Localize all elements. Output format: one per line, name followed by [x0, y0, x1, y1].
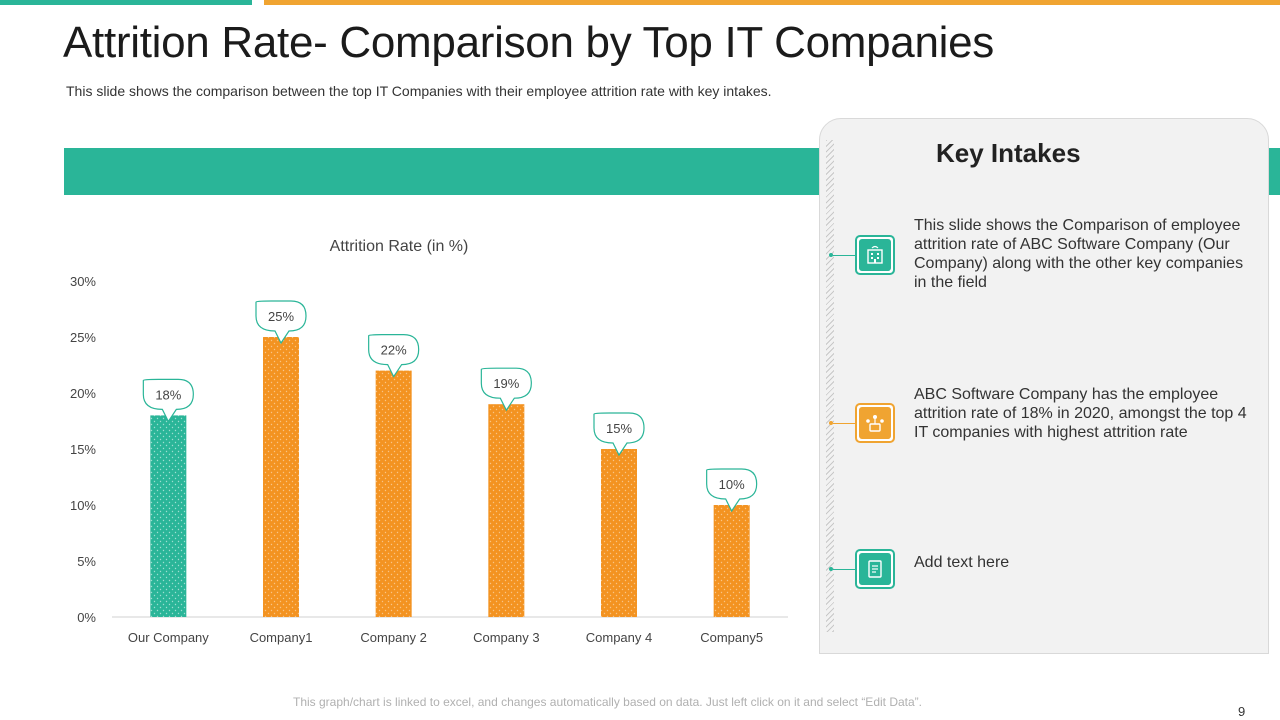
data-label-bubble — [480, 367, 532, 412]
data-label: 10% — [719, 477, 745, 492]
bar[interactable] — [150, 415, 187, 617]
slide-title: Attrition Rate- Comparison by Top IT Com… — [63, 18, 994, 67]
y-tick-label: 15% — [70, 442, 96, 457]
data-label: 15% — [606, 421, 632, 436]
key-intakes-title: Key Intakes — [936, 138, 1081, 168]
data-label: 18% — [155, 387, 181, 402]
x-tick-label: Company 2 — [360, 630, 426, 645]
connector-dot — [829, 421, 833, 425]
data-label-bubble — [593, 412, 645, 457]
page-number: 9 — [1238, 704, 1246, 719]
data-label: 25% — [268, 309, 294, 324]
team-network-icon — [855, 403, 895, 443]
connector-line — [833, 423, 855, 424]
connector-dot — [829, 253, 833, 257]
panel-hatch-divider — [826, 140, 834, 632]
data-label-bubble — [142, 378, 194, 423]
document-icon — [855, 549, 895, 589]
x-tick-label: Company 4 — [586, 630, 652, 645]
top-accent-bar-teal — [0, 0, 252, 5]
bar[interactable] — [263, 337, 299, 617]
data-label-bubble — [368, 334, 420, 378]
bar[interactable] — [488, 404, 525, 617]
y-tick-label: 0% — [77, 610, 96, 625]
y-tick-label: 30% — [70, 274, 96, 289]
slide-subtitle: This slide shows the comparison between … — [66, 83, 772, 99]
intake-item-text: Add text here — [914, 554, 1010, 571]
top-accent-bar-orange — [264, 0, 1280, 5]
y-tick-label: 5% — [77, 554, 96, 569]
y-tick-label: 10% — [70, 498, 96, 513]
x-tick-label: Company 3 — [473, 630, 539, 645]
data-label: 22% — [381, 343, 407, 358]
footer-note: This graph/chart is linked to excel, and… — [293, 695, 922, 709]
x-tick-label: Company1 — [250, 630, 313, 645]
y-tick-label: 20% — [70, 386, 96, 401]
data-label-bubble — [706, 468, 758, 513]
connector-dot — [829, 567, 833, 571]
bar[interactable] — [713, 505, 750, 617]
x-tick-label: Our Company — [128, 630, 209, 645]
attrition-bar-chart[interactable]: Attrition Rate (in %) 0% 5% 10% 15% 20% 25% 30… — [60, 225, 810, 665]
bar[interactable] — [375, 370, 412, 617]
data-label-bubble — [255, 300, 307, 345]
data-label: 19% — [493, 376, 519, 391]
office-building-icon — [855, 235, 895, 275]
connector-line — [833, 255, 855, 256]
chart-title: Attrition Rate (in %) — [330, 238, 469, 255]
intake-item-text: This slide shows the Comparison of emplo… — [914, 217, 1244, 291]
x-tick-label: Company5 — [700, 630, 763, 645]
intake-item-text: ABC Software Company has the employee at… — [914, 386, 1247, 441]
bar[interactable] — [601, 449, 637, 617]
connector-line — [833, 569, 855, 570]
y-tick-label: 25% — [70, 330, 96, 345]
